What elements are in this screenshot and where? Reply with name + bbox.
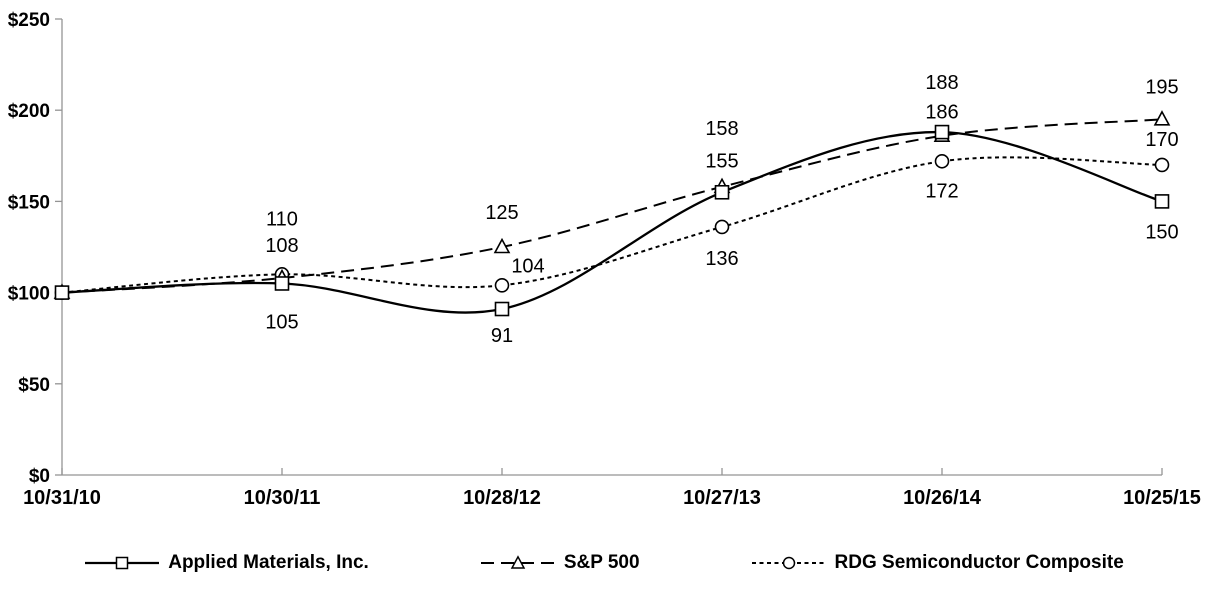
data-label-applied-materials-inc: 188 — [925, 72, 958, 94]
circle-marker-rdg-semiconductor-composite — [934, 153, 950, 169]
data-label-s-p-500: 108 — [265, 235, 298, 257]
x-axis-tick-label: 10/25/15 — [1123, 487, 1201, 509]
y-axis-tick-label: $0 — [29, 466, 50, 487]
x-axis-tick-label: 10/27/13 — [683, 487, 761, 509]
x-axis-tick-label: 10/26/14 — [903, 487, 982, 509]
legend-label-rdg-semiconductor-composite: RDG Semiconductor Composite — [834, 552, 1124, 573]
series-line-applied-materials-inc — [61, 130, 1163, 314]
legend-key-triangle-icon — [480, 555, 555, 569]
data-label-s-p-500: 158 — [705, 118, 738, 140]
legend-item-applied-materials-inc: Applied Materials, Inc. — [83, 552, 369, 574]
circle-marker-rdg-semiconductor-composite — [714, 219, 730, 235]
series-line-rdg-semiconductor-composite — [61, 156, 1163, 294]
data-label-rdg-semiconductor-composite: 104 — [511, 255, 544, 277]
square-marker-applied-materials-inc — [934, 124, 950, 140]
legend-marker — [115, 556, 129, 570]
data-label-rdg-semiconductor-composite: 170 — [1145, 129, 1178, 151]
circle-marker-rdg-semiconductor-composite — [1154, 157, 1170, 173]
square-marker-applied-materials-inc — [714, 184, 730, 200]
data-label-rdg-semiconductor-composite: 136 — [705, 248, 738, 270]
square-marker-applied-materials-inc — [274, 276, 290, 291]
circle-marker-rdg-semiconductor-composite — [494, 278, 510, 293]
legend-marker — [510, 555, 526, 569]
data-label-applied-materials-inc: 105 — [265, 311, 298, 333]
data-label-applied-materials-inc: 155 — [705, 150, 738, 172]
x-axis-tick-label: 10/31/10 — [23, 487, 101, 509]
triangle-marker-s-p-500 — [1153, 110, 1171, 126]
y-axis-tick-label: $150 — [8, 192, 50, 213]
chart-legend: Applied Materials, Inc. S&P 500 RDG Semico… — [0, 552, 1207, 574]
triangle-marker-s-p-500 — [493, 237, 511, 254]
y-axis-tick-label: $250 — [8, 10, 50, 31]
x-axis-tick-label: 10/30/11 — [244, 487, 321, 509]
legend-key-circle-icon — [751, 556, 826, 570]
data-label-s-p-500: 186 — [925, 102, 958, 124]
legend-label-s-p-500: S&P 500 — [563, 552, 640, 573]
square-marker-applied-materials-inc — [54, 285, 70, 300]
legend-key-square-icon — [85, 556, 160, 570]
y-axis-tick-label: $200 — [8, 101, 50, 122]
data-label-applied-materials-inc: 91 — [491, 325, 513, 347]
legend-marker — [782, 556, 795, 570]
data-label-s-p-500: 195 — [1145, 76, 1178, 98]
data-label-rdg-semiconductor-composite: 110 — [266, 208, 298, 230]
data-label-s-p-500: 125 — [485, 202, 518, 224]
series-line-s-p-500 — [61, 118, 1163, 294]
data-label-rdg-semiconductor-composite: 172 — [925, 180, 958, 202]
square-marker-applied-materials-inc — [1154, 194, 1170, 209]
legend-item-s-p-500: S&P 500 — [479, 552, 640, 574]
legend-item-rdg-semiconductor-composite: RDG Semiconductor Composite — [750, 552, 1124, 574]
square-marker-applied-materials-inc — [494, 301, 510, 317]
y-axis-tick-label: $50 — [18, 375, 50, 396]
x-axis-tick-label: 10/28/12 — [463, 487, 541, 509]
y-axis-tick-label: $100 — [8, 284, 50, 305]
chart-canvas: $250 $200 $150 $100 $50 $010/31/10 10/30/11 10/… — [8, 10, 1201, 509]
legend-label-applied-materials-inc: Applied Materials, Inc. — [168, 552, 369, 573]
data-label-applied-materials-inc: 150 — [1145, 221, 1178, 243]
